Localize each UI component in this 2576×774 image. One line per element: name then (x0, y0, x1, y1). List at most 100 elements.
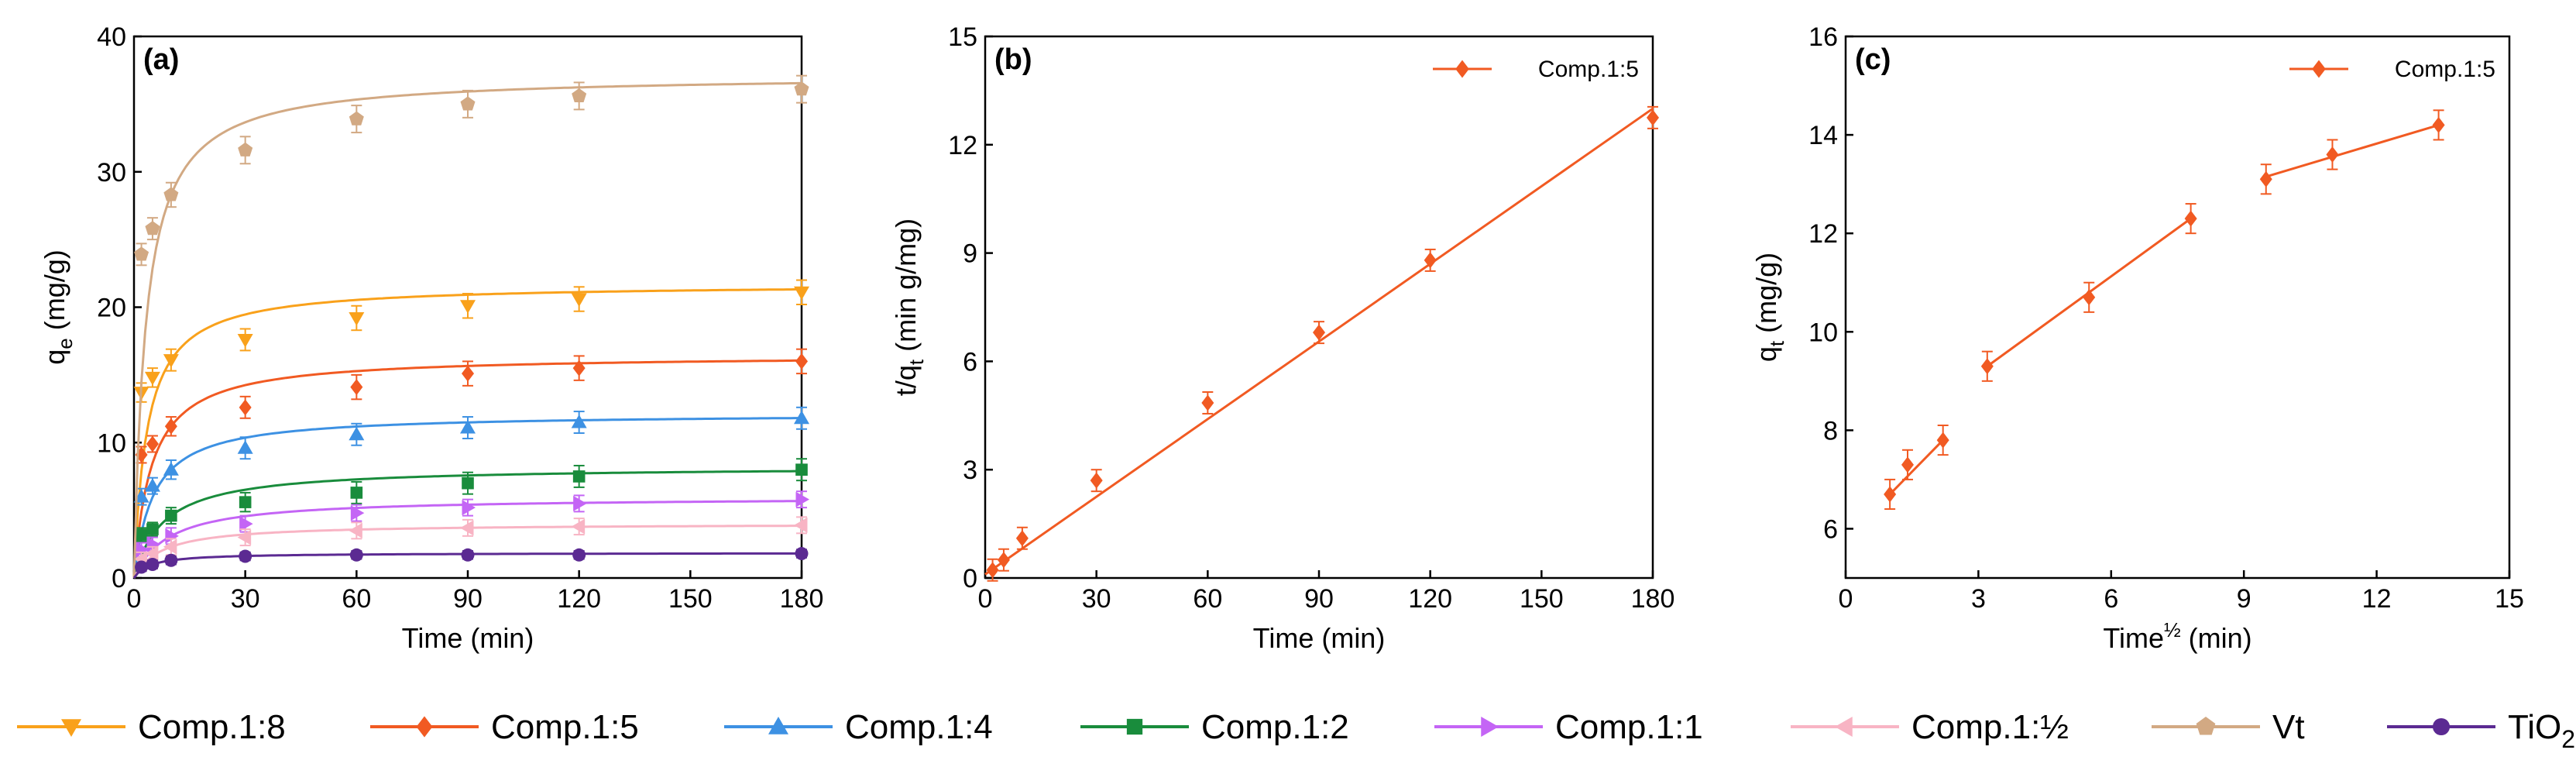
legend-item-comp-1-4: Comp.1:4 (724, 708, 993, 746)
series-comp-1-4 (132, 406, 809, 579)
x-tick-label: 90 (453, 584, 483, 614)
x-axis-label-unit: (min) (2181, 622, 2252, 654)
data-point (239, 496, 252, 508)
legend-label-main: Comp.1:8 (138, 708, 286, 746)
fit-segment (2265, 123, 2440, 178)
legend-marker (1126, 718, 1143, 735)
data-point (795, 547, 809, 561)
legend-marker (1835, 717, 1853, 737)
data-point (350, 487, 363, 499)
legend-marker (2312, 60, 2326, 78)
legend-item-comp-1-5: Comp.1:5 (370, 708, 639, 746)
data-point (795, 463, 808, 476)
y-tick-label: 14 (1808, 121, 1838, 150)
data-point (349, 311, 365, 326)
y-axis-label-unit: (min g/mg) (890, 218, 922, 359)
data-point (239, 399, 252, 416)
data-point (134, 246, 149, 261)
fit-curve (132, 359, 802, 579)
y-axis-label-sub: t (905, 359, 928, 365)
data-point (163, 538, 177, 555)
data-point (163, 354, 179, 368)
y-tick-label: 40 (97, 22, 126, 52)
plot-frame (984, 35, 1654, 580)
plot-frame (1844, 35, 2511, 580)
data-point (146, 558, 160, 572)
data-point (1201, 394, 1214, 411)
bottom-legend: Comp.1:8 Comp.1:5 Comp.1:4 Comp.1:2 Comp.1:1… (17, 708, 2575, 753)
x-tick-label: 0 (978, 584, 993, 614)
data-point (349, 426, 365, 441)
data-point (239, 516, 253, 532)
data-point (237, 440, 253, 454)
data-point (2259, 170, 2272, 187)
panel-label: (c) (1855, 43, 1891, 76)
y-axis-label-sub: t (1765, 340, 1788, 346)
series-comp-1-5 (132, 348, 808, 579)
y-tick-label: 0 (112, 564, 126, 593)
legend-marker (1481, 717, 1499, 737)
data-point (571, 415, 587, 428)
fit-segment (1889, 439, 1944, 496)
series-comp-1-2 (132, 458, 808, 579)
data-point (1884, 486, 1897, 503)
y-axis-label-main: q (1750, 346, 1782, 362)
data-point (2326, 146, 2339, 163)
data-point (349, 111, 364, 126)
x-axis-label-main: Time (2103, 622, 2164, 654)
data-point (1015, 530, 1029, 547)
data-point (1647, 109, 1659, 126)
y-tick-label: 12 (1808, 219, 1838, 249)
data-point (794, 81, 809, 96)
data-point (460, 520, 474, 536)
data-point (349, 522, 362, 538)
data-point (795, 353, 808, 370)
panel-c: 0 3 6 9 12 15 6 8 10 12 14 16 (c) Time½ (min) qt (mg/g… (1750, 22, 2524, 654)
data-point (2184, 210, 2197, 227)
y-axis-label-unit: (mg/g) (39, 249, 70, 338)
data-point (572, 359, 586, 377)
data-point (2432, 116, 2445, 133)
x-tick-label: 60 (1193, 584, 1222, 614)
x-tick-label: 150 (1520, 584, 1564, 614)
legend-label: Comp.1:2 (1201, 708, 1349, 746)
data-point (135, 560, 149, 574)
data-point (1936, 432, 1949, 449)
legend-item-tio: TiO2 (2387, 708, 2575, 753)
y-axis-label: t/qt (min g/mg) (890, 218, 928, 396)
data-point (572, 88, 587, 102)
y-tick-label: 30 (97, 158, 126, 187)
panel-b: 0 30 60 90 120 150 180 0 3 6 9 12 15 (b) Time (min) t/q… (890, 22, 1674, 654)
data-point (146, 523, 159, 535)
y-axis-label-unit: (mg/g) (1750, 253, 1782, 341)
legend-label: Comp.1:5 (2395, 57, 2495, 82)
data-point (571, 518, 586, 535)
legend-label-main: Comp.1:1 (1555, 708, 1703, 746)
legend-marker (61, 719, 81, 737)
legend-label-main: Comp.1:2 (1201, 708, 1349, 746)
data-point (986, 562, 999, 579)
y-axis-label-main: t/q (890, 365, 922, 396)
legend-label: Comp.1:5 (491, 708, 639, 746)
legend-marker (768, 717, 788, 734)
panel-label: (b) (994, 43, 1032, 76)
data-point (164, 553, 178, 567)
data-point (794, 517, 808, 533)
x-tick-label: 90 (1304, 584, 1334, 614)
data-point (1901, 456, 1914, 473)
series-tio (132, 547, 809, 579)
data-point (350, 379, 363, 396)
legend-label-main: Comp.1:4 (845, 708, 993, 746)
legend-marker (1455, 60, 1469, 78)
y-axis-label: qt (mg/g) (1750, 253, 1788, 362)
x-axis-label: Time½ (min) (2103, 618, 2251, 654)
y-tick-label: 16 (1808, 22, 1838, 52)
x-tick-label: 180 (1631, 584, 1675, 614)
data-point (794, 286, 809, 301)
data-point (144, 545, 159, 562)
series-comp-1-5 (984, 105, 1659, 582)
legend-item-comp-1-: Comp.1:½ (1791, 708, 2069, 746)
data-point (461, 548, 475, 562)
legend-label-main: Comp.1:½ (1911, 708, 2069, 746)
series-comp-1-1 (132, 490, 809, 579)
